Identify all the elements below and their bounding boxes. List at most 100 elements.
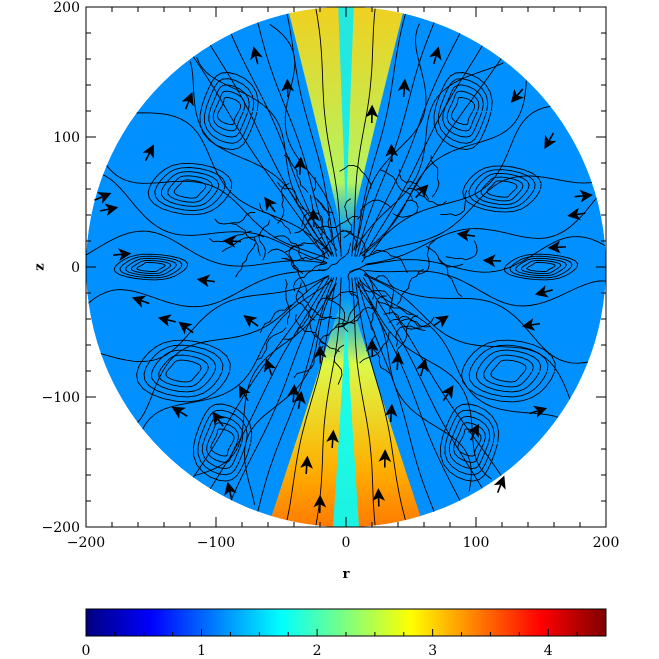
y-tick-label: −200	[42, 520, 80, 536]
streamline-loop	[446, 90, 480, 132]
vector-arrow	[224, 481, 237, 500]
streamline-turbulent	[395, 325, 426, 347]
vector-arrow	[529, 405, 548, 419]
vector-arrows	[94, 46, 593, 514]
streamline-turbulent	[357, 199, 392, 220]
vector-arrow	[157, 314, 176, 327]
streamline-turbulent	[273, 235, 306, 262]
streamline-turbulent	[221, 234, 265, 253]
streamline-jet	[356, 7, 441, 257]
streamline-turbulent	[301, 228, 326, 266]
streamline-turbulent	[312, 177, 334, 214]
colorbar: 0 1 2 3 4	[82, 608, 607, 659]
streamline-jet	[358, 7, 474, 257]
streamline-loop	[216, 96, 241, 126]
streamline-field	[355, 282, 472, 492]
streamline-turbulent	[339, 164, 372, 189]
x-tick-label: −200	[67, 535, 105, 551]
streamline-loop	[125, 257, 177, 277]
y-tick-label: 0	[71, 260, 80, 276]
streamline-turbulent	[430, 154, 440, 198]
vector-arrow	[112, 248, 132, 262]
vector-arrow	[493, 475, 506, 493]
vector-arrow	[171, 406, 188, 419]
streamlines	[86, 7, 606, 527]
streamline-loop	[193, 403, 253, 482]
streamline-field	[364, 273, 594, 364]
streamline-loop	[201, 415, 244, 470]
streamline-loop	[158, 354, 209, 388]
vector-arrow	[326, 429, 339, 449]
streamline-loop	[483, 354, 534, 388]
vector-arrow	[429, 46, 442, 65]
streamline-turbulent	[359, 331, 390, 364]
vector-arrow	[414, 184, 429, 199]
streamline-turbulent	[283, 154, 309, 193]
streamline-loop	[476, 349, 542, 393]
streamline-loop	[480, 176, 524, 202]
streamline-turbulent	[315, 215, 359, 229]
streamline-turbulent	[285, 249, 330, 262]
streamline-loop	[442, 84, 484, 138]
streamline-turbulent	[258, 202, 292, 234]
streamline-turbulent	[285, 279, 291, 325]
streamline-turbulent	[259, 303, 294, 333]
streamline-turbulent	[396, 268, 424, 305]
streamline-loop	[444, 409, 495, 476]
streamline-loop	[433, 72, 493, 151]
streamline-turbulent	[347, 263, 370, 297]
streamline-turbulent	[349, 268, 375, 300]
y-axis-label: z	[33, 263, 48, 270]
vector-arrow	[391, 351, 404, 371]
streamline-field	[269, 24, 342, 250]
streamline-loop	[167, 175, 213, 203]
streamline-jet	[351, 7, 376, 257]
vector-arrow	[131, 295, 150, 308]
streamline-turbulent	[370, 295, 387, 333]
streamline-loop	[468, 169, 536, 209]
streamline-turbulent	[334, 306, 374, 329]
vector-arrow	[243, 315, 259, 328]
vector-arrow	[142, 144, 154, 162]
vector-arrow	[397, 78, 411, 98]
vector-arrow	[456, 229, 475, 242]
streamline-field	[361, 105, 552, 257]
streamline-loop	[509, 255, 573, 279]
streamline-turbulent	[318, 322, 356, 346]
x-tick-label: −100	[197, 535, 235, 551]
y-axis: −200 −100 0 100 200	[42, 0, 606, 536]
streamline-jet	[356, 277, 441, 527]
streamline-turbulent	[231, 223, 261, 256]
vector-arrow	[510, 88, 525, 103]
streamline-turbulent	[440, 189, 468, 217]
streamline-turbulent	[333, 344, 345, 385]
streamline-loop	[147, 162, 233, 216]
x-tick-label: 100	[463, 535, 490, 551]
streamline-turbulent	[395, 315, 419, 354]
streamline-loop	[119, 255, 183, 279]
vector-arrow	[287, 384, 300, 403]
streamline-loop	[462, 165, 542, 213]
streamline-field	[94, 275, 329, 363]
vector-arrow	[293, 390, 306, 409]
streamline-loop	[490, 359, 527, 383]
streamline-loop	[199, 72, 259, 151]
streamline-field	[86, 269, 327, 309]
streamline-field	[103, 161, 329, 260]
streamline-turbulent	[256, 327, 287, 361]
streamline-loop	[208, 84, 250, 138]
streamline-jet	[285, 277, 338, 527]
streamline-turbulent	[318, 315, 361, 323]
streamline-turbulent	[396, 316, 435, 327]
vector-arrow	[544, 132, 557, 150]
streamline-loop	[486, 180, 518, 198]
streamline-turbulent	[364, 289, 393, 315]
streamline-loop	[448, 415, 491, 470]
streamline-loop	[130, 259, 172, 275]
streamline-turbulent	[295, 282, 316, 321]
x-axis: −200 −100 0 100 200	[67, 7, 619, 551]
streamline-turbulent	[214, 211, 256, 225]
streamline-jet	[362, 7, 504, 257]
vector-arrow	[574, 189, 593, 203]
